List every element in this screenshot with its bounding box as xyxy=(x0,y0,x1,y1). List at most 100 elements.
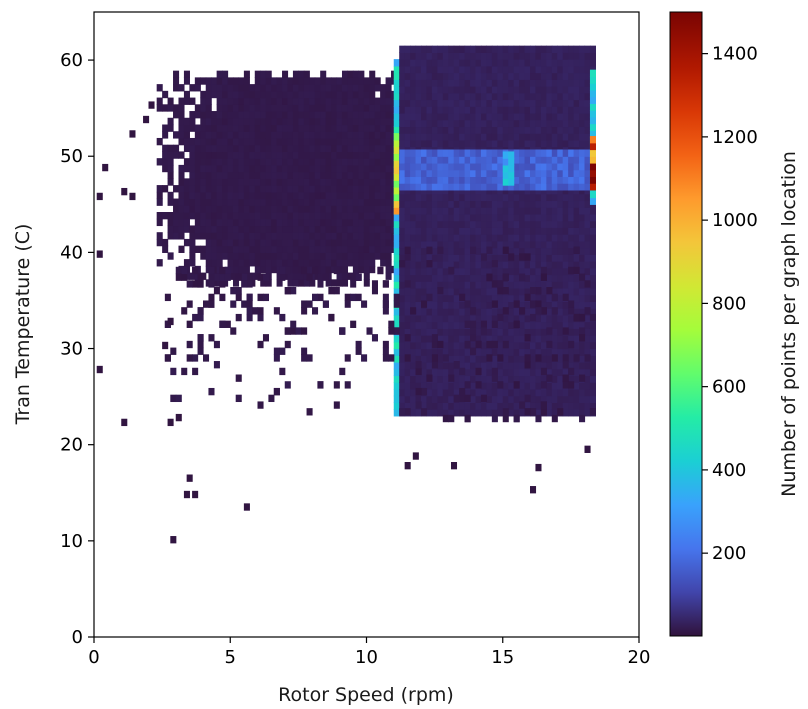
heatmap-cell xyxy=(524,169,531,178)
heatmap-cell xyxy=(284,287,291,295)
heatmap-cell xyxy=(393,65,400,74)
heatmap-cell xyxy=(292,218,299,227)
heatmap-cell xyxy=(442,45,449,53)
heatmap-cell xyxy=(189,252,196,260)
heatmap-cell xyxy=(470,382,477,390)
heatmap-cell xyxy=(562,126,569,134)
heatmap-cell xyxy=(546,321,553,329)
heatmap-cell xyxy=(295,327,302,335)
heatmap-cell xyxy=(374,205,381,213)
heatmap-cell xyxy=(426,162,433,171)
heatmap-cell xyxy=(350,293,357,302)
heatmap-cell xyxy=(254,259,261,267)
heatmap-cell xyxy=(162,158,169,166)
heatmap-cell xyxy=(222,77,229,85)
heatmap-cell xyxy=(453,247,460,255)
heatmap-cell xyxy=(491,52,498,60)
heatmap-cell xyxy=(497,213,504,222)
heatmap-cell xyxy=(524,261,531,269)
heatmap-cell xyxy=(437,395,444,403)
heatmap-cell xyxy=(470,72,477,80)
heatmap-cell xyxy=(437,220,444,228)
heatmap-cell xyxy=(167,178,174,186)
heatmap-cell xyxy=(540,321,547,329)
heatmap-cell xyxy=(470,294,477,303)
heatmap-cell xyxy=(573,79,580,87)
heatmap-cell xyxy=(480,139,487,148)
x-tick-label: 20 xyxy=(628,647,651,668)
heatmap-cell xyxy=(415,156,422,164)
heatmap-cell xyxy=(453,139,460,148)
heatmap-cell xyxy=(369,77,376,85)
heatmap-cell xyxy=(480,176,487,184)
heatmap-cell xyxy=(513,200,520,208)
heatmap-cell xyxy=(530,72,537,80)
heatmap-cell xyxy=(453,72,460,80)
outlier-cell xyxy=(162,341,169,350)
heatmap-cell xyxy=(246,280,253,288)
heatmap-cell xyxy=(589,321,596,329)
heatmap-cell xyxy=(227,218,234,227)
heatmap-cell xyxy=(437,193,444,202)
heatmap-cell xyxy=(551,409,558,417)
heatmap-cell xyxy=(562,133,569,141)
heatmap-cell xyxy=(486,86,493,94)
heatmap-cell xyxy=(579,86,586,94)
heatmap-cell xyxy=(562,139,569,148)
heatmap-cell xyxy=(453,402,460,410)
heatmap-cell xyxy=(589,388,596,397)
heatmap-cell xyxy=(502,65,509,74)
heatmap-cell xyxy=(464,149,471,157)
heatmap-cell xyxy=(298,232,305,240)
heatmap-cell xyxy=(197,313,204,322)
heatmap-cell xyxy=(341,218,349,227)
heatmap-cell xyxy=(513,234,520,242)
heatmap-cell xyxy=(431,52,438,60)
heatmap-cell xyxy=(222,185,229,193)
heatmap-cell xyxy=(393,335,400,343)
heatmap-cell xyxy=(568,287,575,296)
heatmap-cell xyxy=(222,144,229,153)
heatmap-cell xyxy=(437,308,444,316)
heatmap-cell xyxy=(437,183,444,191)
heatmap-cell xyxy=(211,77,218,85)
heatmap-cell xyxy=(551,207,558,215)
heatmap-cell xyxy=(519,193,526,202)
heatmap-cell xyxy=(415,200,422,208)
heatmap-cell xyxy=(393,341,400,350)
heatmap-cell xyxy=(448,162,455,171)
heatmap-cell xyxy=(524,361,531,369)
heatmap-cell xyxy=(491,234,498,242)
heatmap-cell xyxy=(589,156,596,164)
heatmap-cell xyxy=(448,362,455,370)
heatmap-cell xyxy=(309,151,316,159)
heatmap-cell xyxy=(192,313,199,322)
heatmap-cell xyxy=(491,320,498,328)
heatmap-cell xyxy=(426,133,433,141)
x-tick-label: 0 xyxy=(88,647,99,668)
heatmap-cell xyxy=(579,133,586,141)
heatmap-cell xyxy=(205,77,212,85)
heatmap-cell xyxy=(540,266,547,275)
heatmap-cell xyxy=(399,45,406,53)
heatmap-cell xyxy=(540,133,547,141)
heatmap-cell xyxy=(568,367,575,376)
heatmap-cell xyxy=(519,79,526,87)
heatmap-cell xyxy=(271,238,278,247)
heatmap-cell xyxy=(254,124,261,132)
heatmap-cell xyxy=(404,200,411,208)
heatmap-cell xyxy=(437,246,444,254)
heatmap-cell xyxy=(309,232,316,240)
heatmap-cell xyxy=(363,252,370,260)
heatmap-cell xyxy=(442,287,449,296)
heatmap-cell xyxy=(513,112,520,121)
heatmap-cell xyxy=(265,218,272,227)
heatmap-cell xyxy=(453,106,460,114)
heatmap-cell xyxy=(282,124,289,132)
heatmap-cell xyxy=(426,193,433,202)
heatmap-cell xyxy=(486,234,493,242)
heatmap-cell xyxy=(530,92,537,101)
heatmap-cell xyxy=(442,213,449,222)
heatmap-cell xyxy=(475,395,482,403)
heatmap-cell xyxy=(562,327,569,335)
